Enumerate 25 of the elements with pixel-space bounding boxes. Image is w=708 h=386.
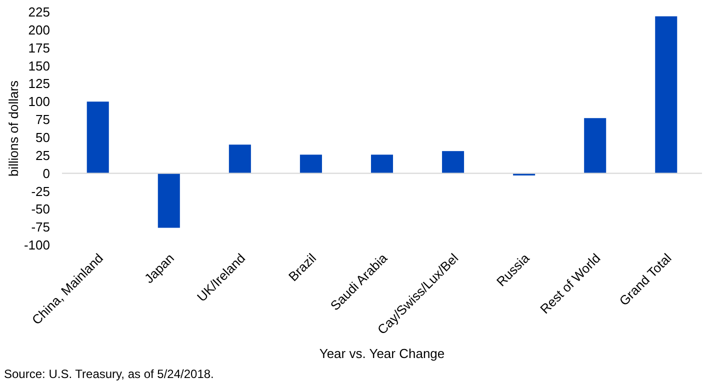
bar — [655, 16, 678, 174]
bar — [86, 102, 109, 174]
bar — [584, 118, 606, 174]
y-tick-label: 125 — [28, 76, 50, 92]
bar — [228, 144, 251, 174]
bar — [370, 154, 394, 174]
y-tick-label: 100 — [28, 94, 50, 110]
bar — [300, 154, 322, 174]
y-tick-label: -75 — [31, 220, 50, 235]
y-tick-label: 50 — [36, 130, 50, 146]
y-tick-label: 75 — [36, 112, 50, 128]
bar — [158, 173, 180, 228]
y-tick-label: 225 — [28, 4, 50, 20]
x-axis-title: Year vs. Year Change — [319, 346, 445, 361]
y-tick-label: 150 — [28, 58, 50, 74]
y-tick-label: 175 — [28, 40, 50, 56]
y-tick-label: 200 — [28, 22, 50, 38]
y-tick-label: 0 — [42, 166, 50, 181]
y-tick-label: -25 — [31, 184, 50, 199]
y-tick-label: -50 — [31, 202, 50, 217]
bar — [442, 151, 464, 174]
y-axis-title: billions of dollars — [6, 80, 21, 177]
y-tick-label: -100 — [24, 238, 50, 253]
source-note: Source: U.S. Treasury, as of 5/24/2018. — [4, 367, 214, 381]
y-tick-label: 25 — [36, 148, 50, 163]
